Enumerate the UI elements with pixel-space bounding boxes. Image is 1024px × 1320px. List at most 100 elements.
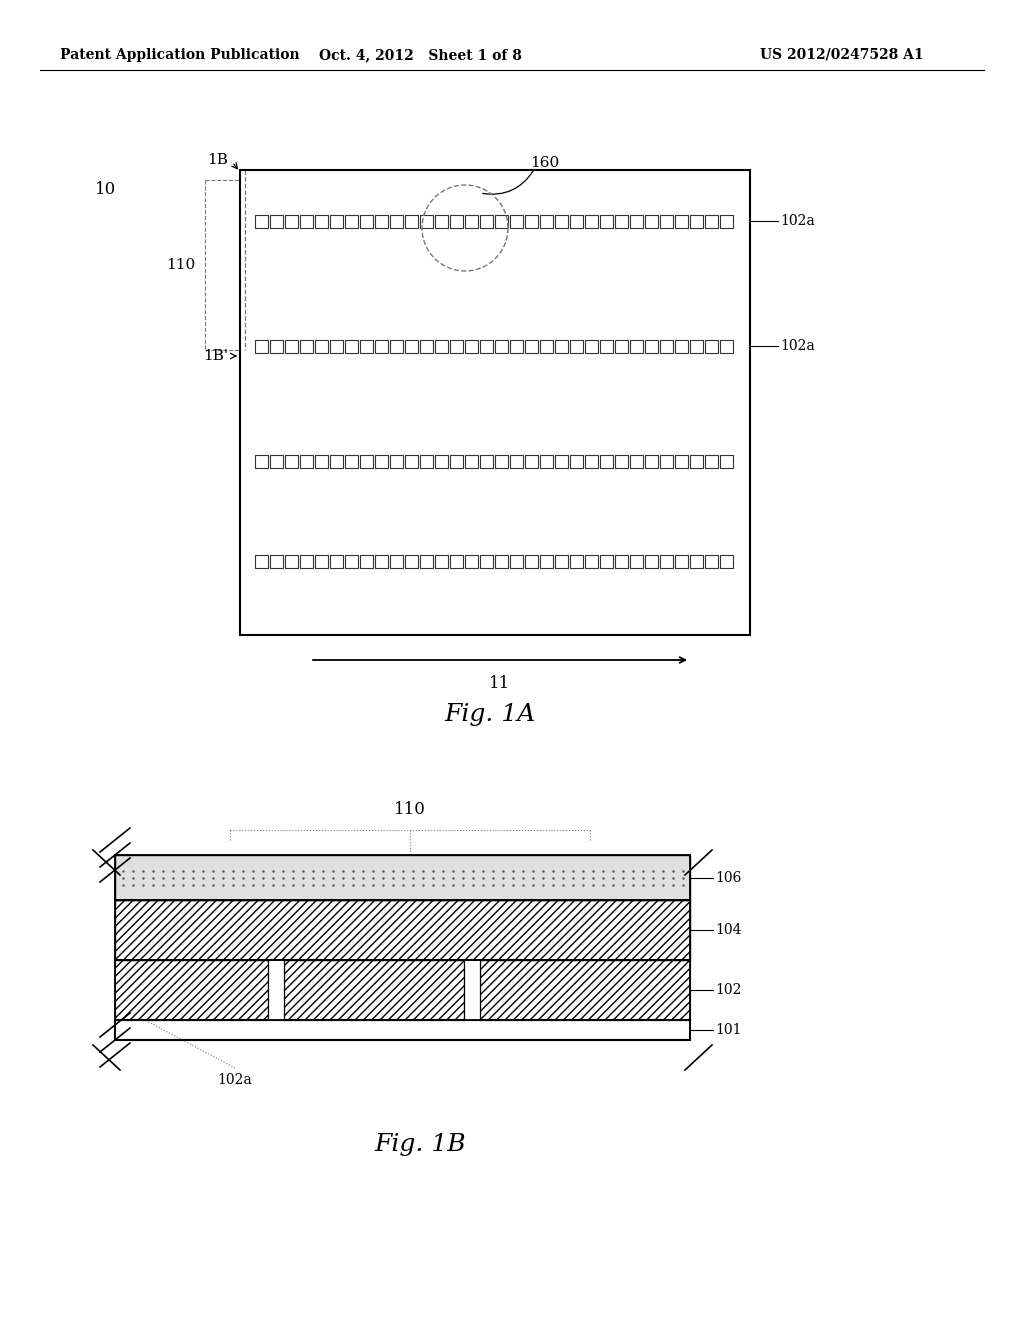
Bar <box>420 215 433 228</box>
Text: 102: 102 <box>715 983 741 997</box>
Bar <box>705 455 718 469</box>
Bar <box>525 215 538 228</box>
Bar <box>420 554 433 568</box>
Bar <box>375 215 388 228</box>
Text: 11: 11 <box>489 676 511 693</box>
Bar <box>630 341 643 352</box>
Bar <box>585 215 598 228</box>
Bar <box>465 215 478 228</box>
Bar <box>615 455 628 469</box>
Bar <box>675 215 688 228</box>
Bar <box>315 455 328 469</box>
Bar <box>268 960 284 1020</box>
Text: Fig. 1B: Fig. 1B <box>374 1134 466 1156</box>
Bar <box>705 554 718 568</box>
Bar <box>555 215 568 228</box>
Bar <box>585 341 598 352</box>
Bar <box>585 554 598 568</box>
Bar <box>115 855 690 900</box>
Bar <box>705 215 718 228</box>
Bar <box>630 455 643 469</box>
Bar <box>270 554 283 568</box>
Bar <box>115 900 690 960</box>
Bar <box>375 341 388 352</box>
Bar <box>479 960 690 1020</box>
Bar <box>705 341 718 352</box>
Bar <box>360 455 373 469</box>
Bar <box>660 554 673 568</box>
Bar <box>540 554 553 568</box>
Bar <box>255 341 268 352</box>
Bar <box>600 455 613 469</box>
Bar <box>525 455 538 469</box>
Bar <box>300 554 313 568</box>
Bar <box>360 554 373 568</box>
Bar <box>450 455 463 469</box>
Bar <box>390 455 403 469</box>
Bar <box>255 215 268 228</box>
Bar <box>690 455 703 469</box>
Bar <box>270 341 283 352</box>
Bar <box>540 215 553 228</box>
Bar <box>450 341 463 352</box>
Bar <box>330 341 343 352</box>
Bar <box>115 960 268 1020</box>
Bar <box>435 455 449 469</box>
Bar <box>570 554 583 568</box>
Bar <box>600 554 613 568</box>
Bar <box>570 341 583 352</box>
Bar <box>315 341 328 352</box>
Bar <box>720 554 733 568</box>
Bar <box>465 341 478 352</box>
Bar <box>315 554 328 568</box>
Bar <box>480 455 493 469</box>
Bar <box>510 554 523 568</box>
Bar <box>465 554 478 568</box>
Bar <box>645 215 658 228</box>
Bar <box>270 455 283 469</box>
Text: 101: 101 <box>715 1023 741 1038</box>
Bar <box>525 341 538 352</box>
Bar <box>645 554 658 568</box>
Text: 102a: 102a <box>780 339 815 352</box>
Text: 106: 106 <box>715 870 741 884</box>
Bar <box>345 455 358 469</box>
Bar <box>464 960 479 1020</box>
Bar <box>284 960 464 1020</box>
Bar <box>435 341 449 352</box>
Text: 104: 104 <box>715 923 741 937</box>
Bar <box>300 215 313 228</box>
Bar <box>645 341 658 352</box>
Bar <box>406 341 418 352</box>
Text: 10: 10 <box>95 181 117 198</box>
Bar <box>255 554 268 568</box>
Bar <box>555 455 568 469</box>
Bar <box>435 554 449 568</box>
Bar <box>630 215 643 228</box>
Bar <box>450 554 463 568</box>
Bar <box>660 341 673 352</box>
Bar <box>375 455 388 469</box>
Bar <box>555 554 568 568</box>
Bar <box>465 455 478 469</box>
Bar <box>375 554 388 568</box>
Bar <box>690 341 703 352</box>
Bar <box>390 554 403 568</box>
Bar <box>585 455 598 469</box>
Bar <box>690 215 703 228</box>
Bar <box>675 341 688 352</box>
Bar <box>255 455 268 469</box>
Bar <box>240 170 750 635</box>
Bar <box>495 554 508 568</box>
Bar <box>675 455 688 469</box>
Bar <box>540 341 553 352</box>
Bar <box>615 215 628 228</box>
Bar <box>480 215 493 228</box>
Bar <box>300 341 313 352</box>
Bar <box>510 455 523 469</box>
Bar <box>406 554 418 568</box>
Bar <box>510 215 523 228</box>
Bar <box>330 215 343 228</box>
Bar <box>406 215 418 228</box>
Bar <box>645 455 658 469</box>
